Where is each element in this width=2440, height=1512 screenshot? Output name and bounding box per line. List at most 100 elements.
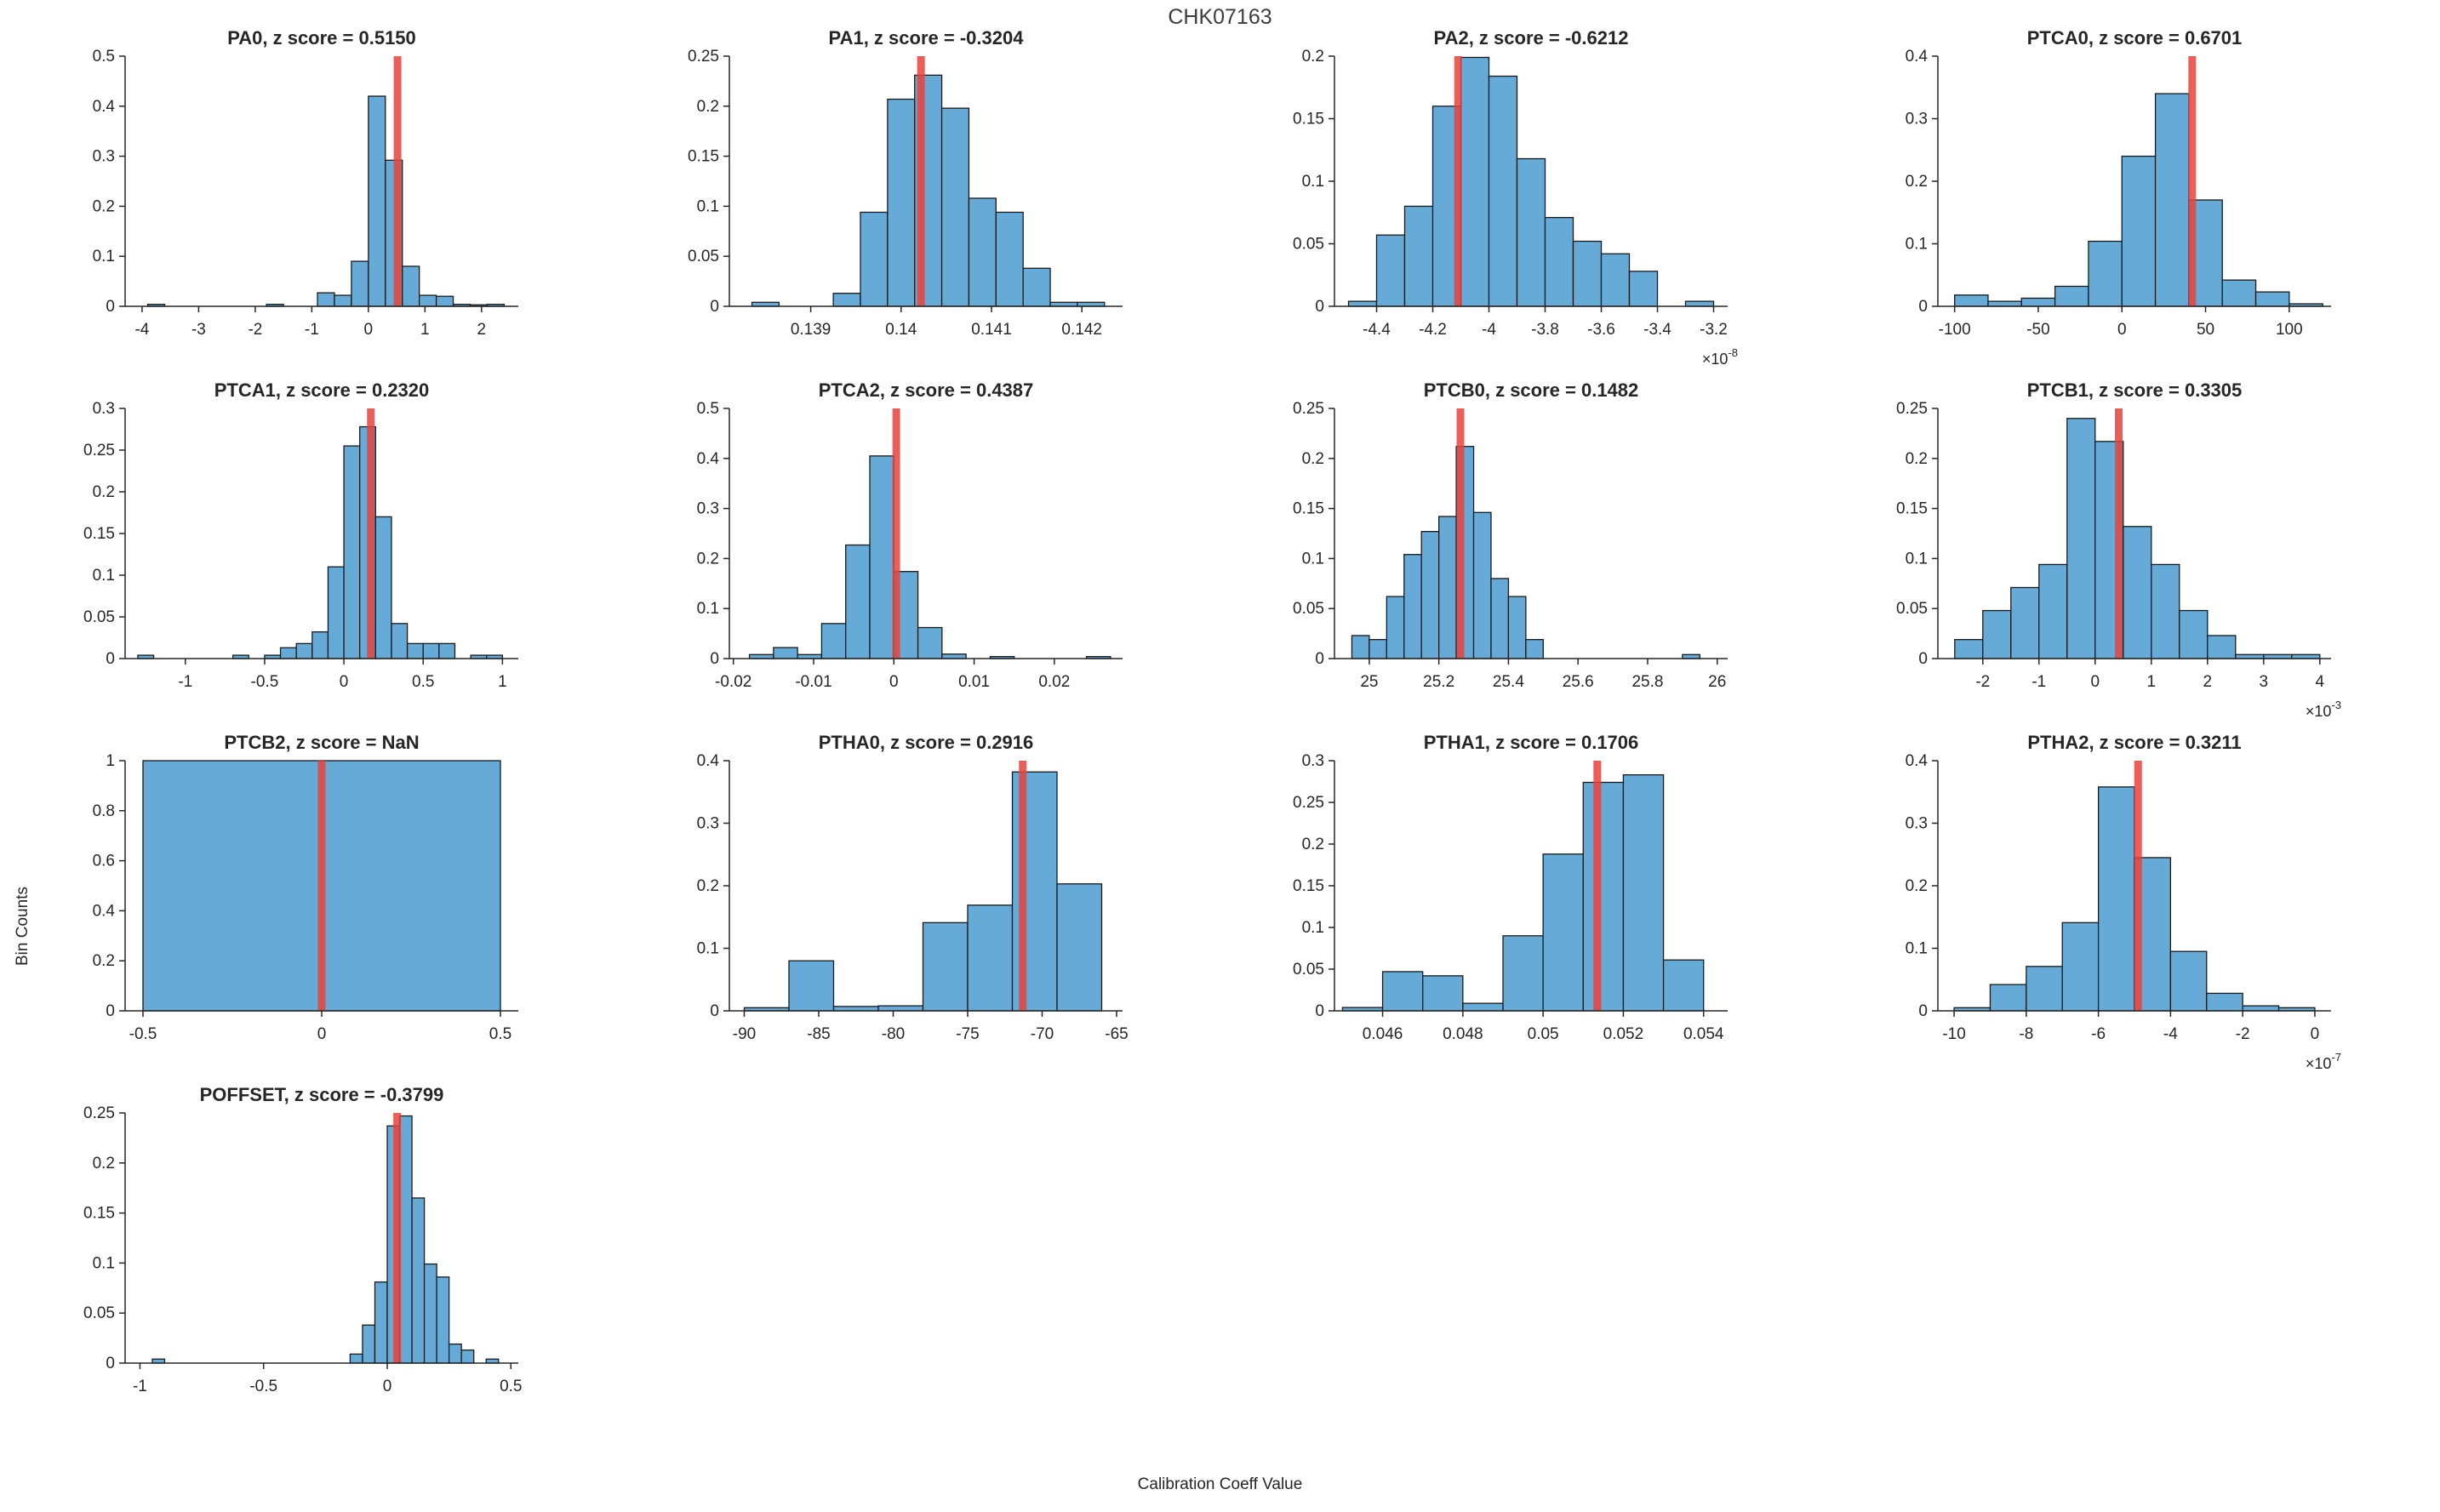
y-tick-label: 0.15 bbox=[83, 525, 115, 543]
x-tick-label: 25 bbox=[1360, 673, 1378, 691]
x-tick-label: 1 bbox=[2147, 673, 2157, 691]
x-tick-label: -1 bbox=[305, 321, 319, 339]
hist-bar bbox=[2054, 285, 2089, 307]
hist-bar bbox=[2179, 609, 2209, 659]
hist-bar bbox=[968, 197, 997, 307]
hist-bar bbox=[362, 1324, 376, 1364]
hist-bar bbox=[2010, 586, 2040, 659]
hist-bar bbox=[1022, 267, 1051, 307]
subplot-title: PA2, z score = -0.6212 bbox=[1434, 27, 1629, 48]
y-tick-label: 0.3 bbox=[1906, 111, 1928, 128]
x-tick-label: 0 bbox=[2091, 673, 2100, 691]
y-tick-label: 0.15 bbox=[1293, 877, 1324, 895]
hist-bar bbox=[2026, 966, 2063, 1012]
x-tick-label: -65 bbox=[1105, 1025, 1128, 1043]
x-tick-label: -2 bbox=[248, 321, 262, 339]
y-tick-label: 0.2 bbox=[1302, 48, 1324, 66]
y-tick-label: 0.15 bbox=[83, 1205, 115, 1223]
y-tick-label: 0.25 bbox=[1293, 794, 1324, 812]
y-tick-label: 0.05 bbox=[1293, 236, 1324, 254]
y-tick-label: 0.4 bbox=[93, 902, 116, 920]
y-tick-label: 0.3 bbox=[1906, 815, 1928, 833]
hist-bar bbox=[419, 294, 437, 307]
subplot-title: PTHA0, z score = 0.2916 bbox=[819, 732, 1034, 753]
hist-bar bbox=[1982, 609, 2012, 659]
x-tick-label: 0.141 bbox=[971, 321, 1012, 339]
x-tick-label: -4.4 bbox=[1363, 321, 1391, 339]
hist-bar bbox=[1422, 975, 1464, 1012]
hist-bar bbox=[1684, 300, 1715, 307]
hist-bar bbox=[2020, 297, 2056, 307]
axes-spines bbox=[124, 1113, 518, 1364]
y-tick-label: 0.2 bbox=[1302, 836, 1324, 853]
subplot-ptha2: -10 -8 -6 -4 -2 0 0 0.1 0.2 0.3 0.4 ×10-7 PTHA2, z s… bbox=[1906, 732, 2341, 1072]
x-tick-label: 0.01 bbox=[958, 673, 990, 691]
figure-title: CHK07163 bbox=[1168, 5, 1272, 29]
y-tick-label: 0.2 bbox=[697, 98, 719, 116]
subplot-title: PA0, z score = 0.5150 bbox=[227, 27, 416, 48]
x-tick-label: 0.05 bbox=[1528, 1025, 1559, 1043]
axis-exponent-label: ×10-3 bbox=[2306, 699, 2341, 720]
y-tick-label: 0 bbox=[710, 1002, 719, 1020]
hist-bar bbox=[406, 642, 424, 659]
hist-bar bbox=[343, 445, 361, 659]
x-tick-label: -4.2 bbox=[1419, 321, 1447, 339]
y-tick-label: 0.2 bbox=[697, 877, 719, 895]
hist-bar bbox=[1462, 1002, 1504, 1012]
y-tick-label: 0.1 bbox=[1906, 236, 1928, 254]
hist-bar bbox=[2206, 992, 2243, 1012]
subplot-pa0: -4 -3 -2 -1 0 1 2 0 0.1 0.2 0.3 0.4 0.5 PA0, z score … bbox=[93, 27, 518, 339]
y-tick-label: 0.25 bbox=[1896, 400, 1928, 418]
y-tick-label: 0.25 bbox=[83, 1104, 115, 1122]
subplot-pa1: 0.139 0.14 0.141 0.142 0 0.05 0.1 0.15 0.2 0.25 PA… bbox=[688, 27, 1123, 339]
subplot-title: POFFSET, z score = -0.3799 bbox=[200, 1084, 444, 1105]
y-tick-label: 0 bbox=[106, 298, 115, 316]
hist-bar bbox=[995, 211, 1024, 307]
x-tick-label: 25.2 bbox=[1423, 673, 1454, 691]
x-tick-label: -4 bbox=[2163, 1025, 2178, 1043]
y-tick-label: 0.05 bbox=[688, 248, 719, 265]
y-tick-label: 0.3 bbox=[93, 400, 115, 418]
y-tick-label: 1 bbox=[106, 752, 115, 770]
hist-bar bbox=[2169, 950, 2208, 1012]
hist-bar bbox=[1056, 883, 1103, 1012]
hist-bar bbox=[460, 1349, 475, 1364]
hist-bar bbox=[1582, 781, 1625, 1012]
hist-bar bbox=[877, 1005, 924, 1012]
y-tick-label: 0.3 bbox=[697, 500, 719, 518]
hist-bar bbox=[1369, 639, 1387, 659]
x-tick-label: -2 bbox=[1975, 673, 1990, 691]
x-tick-label: -0.5 bbox=[129, 1025, 157, 1043]
y-tick-label: 0.5 bbox=[93, 48, 115, 66]
x-tick-label: 0 bbox=[889, 673, 899, 691]
hist-bar bbox=[435, 295, 454, 307]
y-tick-label: 0.4 bbox=[1906, 48, 1929, 66]
hist-bar bbox=[391, 623, 409, 659]
hist-bar bbox=[1488, 75, 1518, 307]
axis-exponent-label: ×10-7 bbox=[2306, 1051, 2341, 1072]
x-tick-label: 25.6 bbox=[1563, 673, 1594, 691]
x-tick-label: 0.14 bbox=[885, 321, 917, 339]
hist-bar bbox=[334, 294, 352, 307]
x-tick-label: 0 bbox=[364, 321, 374, 339]
x-tick-label: 0.5 bbox=[489, 1025, 511, 1043]
hist-bar bbox=[1544, 216, 1574, 307]
hist-bar bbox=[311, 630, 329, 659]
hist-bar bbox=[436, 1276, 450, 1364]
hist-bar bbox=[1542, 853, 1584, 1012]
hist-bar bbox=[1628, 271, 1659, 307]
y-tick-label: 0.1 bbox=[1906, 940, 1928, 958]
y-tick-label: 0.4 bbox=[93, 98, 116, 116]
x-tick-label: 1 bbox=[420, 321, 430, 339]
red-marker-line bbox=[1019, 761, 1027, 1011]
subplot-title: PTCA0, z score = 0.6701 bbox=[2027, 27, 2243, 48]
x-tick-label: 4 bbox=[2316, 673, 2325, 691]
y-tick-label: 0.1 bbox=[93, 567, 115, 585]
y-tick-label: 0.15 bbox=[688, 148, 719, 166]
y-tick-label: 0.2 bbox=[1302, 450, 1324, 468]
x-tick-label: -3.2 bbox=[1700, 321, 1728, 339]
hist-bar bbox=[374, 516, 392, 659]
subplot-title: PTHA2, z score = 0.3211 bbox=[2027, 732, 2241, 753]
y-tick-label: 0 bbox=[1315, 650, 1324, 668]
red-marker-line bbox=[1456, 408, 1465, 659]
